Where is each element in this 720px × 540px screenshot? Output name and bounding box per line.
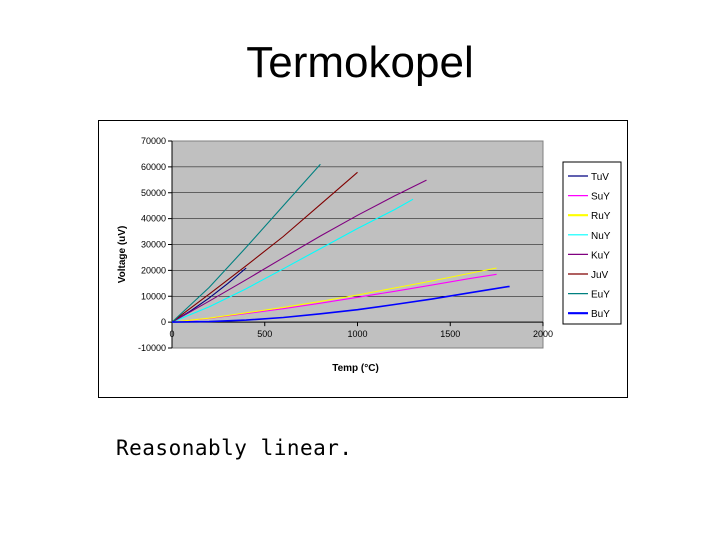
x-tick-label: 1000 — [347, 329, 367, 339]
y-tick-label: 0 — [161, 317, 166, 327]
slide-caption: Reasonably linear. — [116, 436, 353, 460]
legend-label-kuy: KuY — [591, 250, 610, 261]
series-line-ruy — [171, 267, 497, 323]
series-line-nuy — [171, 198, 414, 323]
y-tick-label: -10000 — [138, 343, 166, 353]
legend-label-ruy: RuY — [591, 211, 611, 222]
chart-frame: -10000 0 10000 20000 30000 40000 50000 60000 700… — [98, 120, 628, 398]
y-tick-label: 70000 — [141, 136, 166, 146]
y-tick-label: 40000 — [141, 214, 166, 224]
thermocouple-chart: -100000100002000030000400005000060000700… — [117, 136, 622, 374]
legend-label-buy: BuY — [591, 309, 610, 320]
y-tick-label: 50000 — [141, 188, 166, 198]
legend-label-suy: SuY — [591, 192, 610, 203]
series-line-kuy — [171, 179, 427, 323]
x-axis-title: Temp (°C) — [332, 363, 379, 374]
x-tick-label: 0 — [169, 329, 174, 339]
y-tick-label: 60000 — [141, 162, 166, 172]
legend-label-juv: JuV — [591, 270, 609, 281]
legend-label-euy: EuY — [591, 290, 610, 301]
x-tick-label: 1500 — [440, 329, 460, 339]
y-tick-label: 30000 — [141, 240, 166, 250]
x-tick-label: 500 — [257, 329, 272, 339]
slide-title: Termokopel — [246, 38, 474, 87]
x-tick-label: 2000 — [533, 329, 553, 339]
legend-label-nuy: NuY — [591, 231, 611, 242]
y-tick-label: 20000 — [141, 265, 166, 275]
series-line-buy — [171, 285, 510, 323]
series-line-juv — [171, 171, 358, 323]
y-tick-label: 10000 — [141, 291, 166, 301]
y-axis-title: Voltage (uV) — [117, 226, 128, 284]
series-line-euy — [171, 163, 321, 323]
legend-label-tuv: TuV — [591, 172, 609, 183]
legend-box — [562, 161, 622, 325]
